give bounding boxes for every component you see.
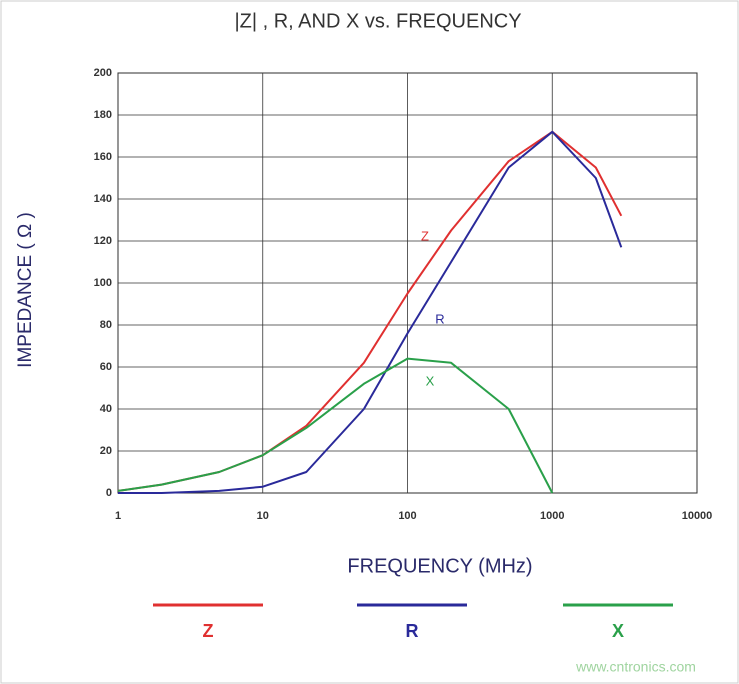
series-line bbox=[117, 357, 554, 494]
x-axis-label: FREQUENCY (MHz) bbox=[347, 555, 532, 577]
y-axis-label: IMPEDANCE ( Ω ) bbox=[15, 212, 36, 368]
y-tick-label: 60 bbox=[100, 361, 112, 373]
x-tick-label: 10 bbox=[257, 510, 269, 522]
y-tick-label: 80 bbox=[100, 319, 112, 331]
x-tick-label: 10000 bbox=[682, 510, 713, 522]
y-tick-label: 100 bbox=[94, 277, 112, 289]
y-tick-label: 0 bbox=[106, 487, 112, 499]
legend-label: R bbox=[406, 621, 419, 641]
x-tick-label: 1 bbox=[115, 510, 121, 522]
curve-label: Z bbox=[421, 228, 429, 243]
watermark: www.cntronics.com bbox=[575, 659, 696, 675]
y-tick-label: 20 bbox=[100, 445, 112, 457]
curve-label: X bbox=[426, 373, 435, 388]
legend-label: X bbox=[612, 621, 624, 641]
y-tick-label: 160 bbox=[94, 151, 112, 163]
chart-title: |Z| , R, AND X vs. FREQUENCY bbox=[234, 10, 521, 32]
legend-label: Z bbox=[203, 621, 214, 641]
y-tick-label: 200 bbox=[94, 67, 112, 79]
x-tick-label: 100 bbox=[398, 510, 416, 522]
y-tick-label: 180 bbox=[94, 109, 112, 121]
y-tick-label: 140 bbox=[94, 193, 112, 205]
x-tick-label: 1000 bbox=[540, 510, 564, 522]
y-tick-label: 40 bbox=[100, 403, 112, 415]
curve-label: R bbox=[435, 311, 444, 326]
y-tick-label: 120 bbox=[94, 235, 112, 247]
